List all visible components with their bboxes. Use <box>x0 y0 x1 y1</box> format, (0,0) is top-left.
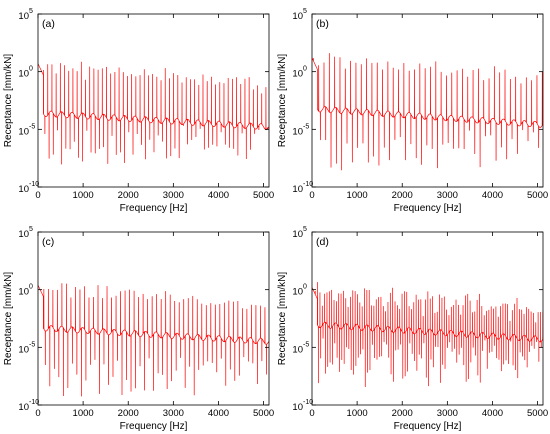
x-axis-label: Frequency [Hz] <box>394 203 462 214</box>
plot-frame <box>311 13 544 188</box>
y-tick-label: 10 <box>292 11 303 22</box>
x-tick-label: 2000 <box>118 190 139 201</box>
x-tick-label: 1000 <box>347 190 368 201</box>
x-axis-label: Frequency [Hz] <box>120 203 188 214</box>
y-tick-exponent: -5 <box>303 123 309 130</box>
y-tick-label: 10 <box>292 126 303 137</box>
y-tick-exponent: -10 <box>303 399 313 406</box>
y-tick-label: 10 <box>18 402 29 413</box>
y-tick-exponent: -10 <box>303 181 313 188</box>
y-tick-label: 10 <box>292 287 303 298</box>
receptance-series-line <box>38 283 269 397</box>
x-tick-label: 4000 <box>208 408 229 419</box>
panel-label: (b) <box>316 18 329 30</box>
x-tick-label: 5000 <box>253 190 274 201</box>
y-axis-label: Receptance [mm/kN] <box>3 54 14 148</box>
plot-frame <box>311 231 544 406</box>
y-axis-label: Receptance [mm/kN] <box>277 54 288 148</box>
y-tick-exponent: -5 <box>29 123 35 130</box>
x-tick-label: 1000 <box>73 190 94 201</box>
panel-label: (c) <box>42 236 54 248</box>
y-tick-exponent: 0 <box>29 66 33 73</box>
x-tick-label: 0 <box>35 408 40 419</box>
y-tick-exponent: -5 <box>29 341 35 348</box>
panel-label: (a) <box>42 18 55 30</box>
y-tick-label: 10 <box>18 287 29 298</box>
y-tick-exponent: 0 <box>303 66 307 73</box>
y-axis-label: Receptance [mm/kN] <box>277 272 288 366</box>
y-tick-label: 10 <box>18 126 29 137</box>
y-tick-label: 10 <box>292 402 303 413</box>
y-tick-label: 10 <box>18 184 29 195</box>
y-tick-exponent: 5 <box>29 226 33 233</box>
x-tick-label: 3000 <box>437 408 458 419</box>
y-tick-exponent: 5 <box>303 226 307 233</box>
x-tick-label: 3000 <box>437 190 458 201</box>
x-tick-label: 5000 <box>527 408 548 419</box>
x-tick-label: 0 <box>35 190 40 201</box>
x-tick-label: 3000 <box>163 190 184 201</box>
y-tick-label: 10 <box>292 229 303 240</box>
x-tick-label: 4000 <box>208 190 229 201</box>
x-tick-label: 4000 <box>482 408 503 419</box>
receptance-series-line <box>38 61 269 165</box>
y-tick-label: 10 <box>18 69 29 80</box>
x-tick-label: 4000 <box>482 190 503 201</box>
plot-frame <box>37 231 270 406</box>
x-tick-label: 2000 <box>392 190 413 201</box>
panel-label: (d) <box>316 236 329 248</box>
receptance-series-line <box>312 282 543 387</box>
x-tick-label: 2000 <box>118 408 139 419</box>
x-tick-label: 0 <box>309 408 314 419</box>
y-tick-label: 10 <box>18 344 29 355</box>
y-tick-label: 10 <box>18 229 29 240</box>
y-tick-label: 10 <box>292 69 303 80</box>
x-tick-label: 0 <box>309 190 314 201</box>
y-tick-exponent: -10 <box>29 399 39 406</box>
plot-frame <box>37 13 270 188</box>
y-tick-exponent: 5 <box>29 8 33 15</box>
x-tick-label: 3000 <box>163 408 184 419</box>
y-tick-exponent: 5 <box>303 8 307 15</box>
y-tick-label: 10 <box>18 11 29 22</box>
receptance-series-line <box>312 53 543 171</box>
x-tick-label: 5000 <box>253 408 274 419</box>
y-tick-exponent: -5 <box>303 341 309 348</box>
x-tick-label: 1000 <box>73 408 94 419</box>
y-tick-exponent: -10 <box>29 181 39 188</box>
x-tick-label: 5000 <box>527 190 548 201</box>
y-axis-label: Receptance [mm/kN] <box>3 272 14 366</box>
x-axis-label: Frequency [Hz] <box>120 421 188 432</box>
y-tick-exponent: 0 <box>303 284 307 291</box>
x-axis-label: Frequency [Hz] <box>394 421 462 432</box>
x-tick-label: 2000 <box>392 408 413 419</box>
y-tick-label: 10 <box>292 184 303 195</box>
y-tick-label: 10 <box>292 344 303 355</box>
y-tick-exponent: 0 <box>29 284 33 291</box>
x-tick-label: 1000 <box>347 408 368 419</box>
